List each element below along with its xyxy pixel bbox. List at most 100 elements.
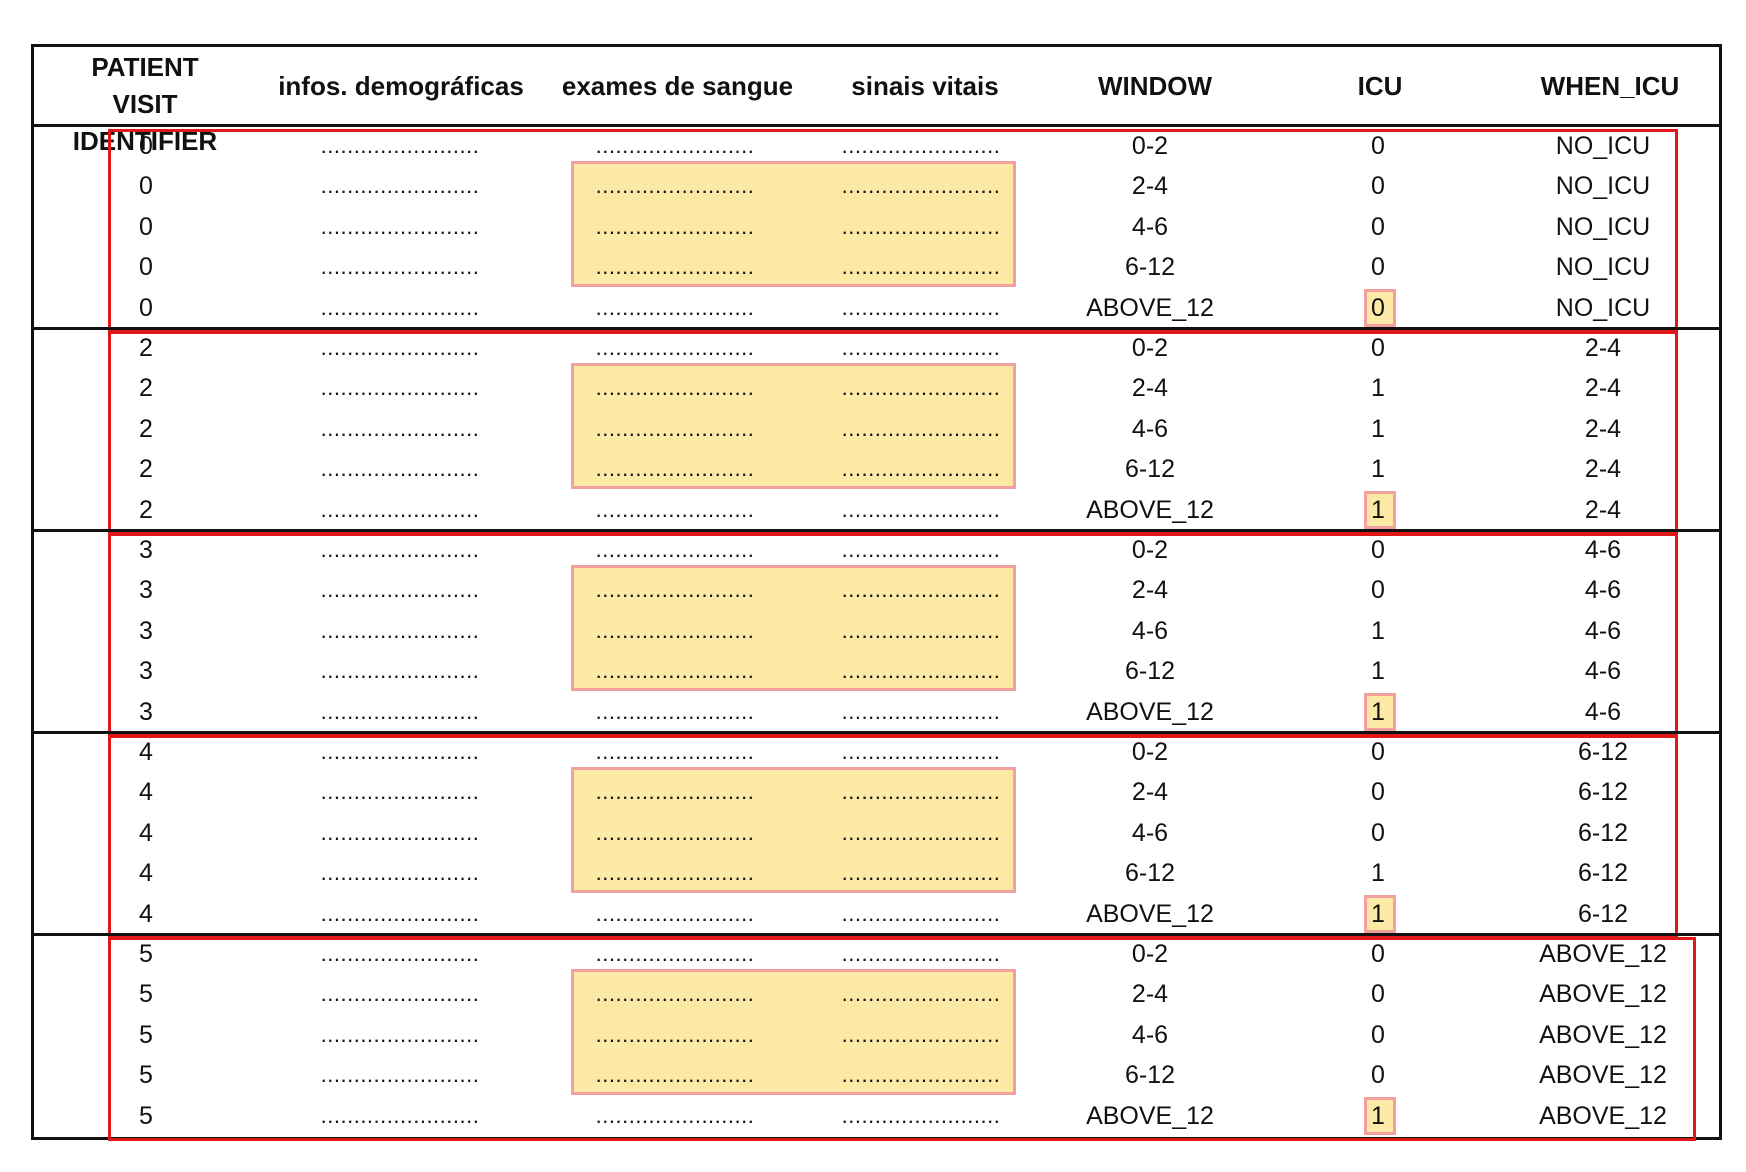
icu-highlight	[1364, 692, 1396, 731]
patient-visit-id-cell: 2	[139, 495, 153, 524]
icu-cell: 0	[1371, 778, 1385, 807]
when-icu-cell: ABOVE_12	[1539, 940, 1667, 968]
demographic-placeholder: ........................	[320, 537, 480, 562]
icu-cell: 1	[1371, 859, 1385, 888]
demographic-placeholder: ........................	[320, 456, 480, 482]
when-icu-cell: 6-12	[1577, 899, 1629, 928]
when-icu-cell: NO_ICU	[1555, 132, 1651, 160]
when-icu-cell: 6-12	[1577, 818, 1629, 847]
when-icu-cell: 2-4	[1584, 495, 1622, 524]
vital-signs-placeholder: ........................	[841, 577, 1001, 603]
icu-highlight	[1364, 1096, 1396, 1135]
icu-cell: 0	[1371, 293, 1385, 322]
demographic-placeholder: ........................	[320, 698, 480, 724]
patient-visit-id-cell: 4	[139, 738, 153, 766]
patient-visit-id-cell: 4	[139, 818, 153, 847]
blood-tests-placeholder: ........................	[595, 537, 755, 562]
patient-visit-id-cell: 3	[139, 536, 153, 564]
demographic-placeholder: ........................	[320, 617, 480, 643]
header-divider	[31, 124, 1722, 127]
icu-cell: 0	[1371, 940, 1385, 968]
header-vital-signs: sinais vitais	[851, 71, 999, 101]
window-cell: 0-2	[1131, 940, 1169, 968]
patient-visit-id-cell: 0	[139, 132, 153, 160]
demographic-placeholder: ........................	[320, 577, 480, 603]
icu-cell: 0	[1371, 334, 1385, 362]
demographic-placeholder: ........................	[320, 133, 480, 158]
vital-signs-placeholder: ........................	[841, 415, 1001, 441]
when-icu-cell: ABOVE_12	[1539, 1020, 1667, 1049]
vital-signs-placeholder: ........................	[841, 537, 1001, 562]
window-cell: 6-12	[1124, 1061, 1176, 1090]
highlight-band	[571, 161, 1016, 287]
blood-tests-placeholder: ........................	[595, 173, 755, 199]
demographic-placeholder: ........................	[320, 658, 480, 684]
blood-tests-placeholder: ........................	[595, 254, 755, 280]
vital-signs-placeholder: ........................	[841, 1062, 1001, 1088]
highlight-band	[571, 767, 1016, 893]
demographic-placeholder: ........................	[320, 779, 480, 805]
when-icu-cell: 4-6	[1584, 576, 1622, 605]
group-outline	[108, 129, 1678, 333]
highlight-band	[571, 565, 1016, 691]
demographic-placeholder: ........................	[320, 819, 480, 845]
group-divider	[31, 327, 1722, 330]
patient-visit-id-cell: 5	[139, 940, 153, 968]
blood-tests-placeholder: ........................	[595, 900, 755, 926]
vital-signs-placeholder: ........................	[841, 254, 1001, 280]
icu-cell: 1	[1371, 616, 1385, 645]
window-cell: 0-2	[1131, 334, 1169, 362]
icu-cell: 1	[1371, 657, 1385, 686]
blood-tests-placeholder: ........................	[595, 294, 755, 320]
icu-cell: 0	[1371, 536, 1385, 564]
blood-tests-placeholder: ........................	[595, 1102, 755, 1128]
header-icu: ICU	[1357, 71, 1403, 101]
when-icu-cell: 4-6	[1584, 536, 1622, 564]
demographic-placeholder: ........................	[320, 294, 480, 320]
patient-visit-id-cell: 3	[139, 576, 153, 605]
icu-cell: 0	[1371, 738, 1385, 766]
blood-tests-placeholder: ........................	[595, 456, 755, 482]
window-cell: 6-12	[1124, 253, 1176, 282]
patient-visit-id-cell: 5	[139, 1020, 153, 1049]
vital-signs-placeholder: ........................	[841, 860, 1001, 886]
patient-visit-id-cell: 2	[139, 374, 153, 403]
vital-signs-placeholder: ........................	[841, 294, 1001, 320]
window-cell: 2-4	[1131, 778, 1169, 807]
blood-tests-placeholder: ........................	[595, 779, 755, 805]
demographic-placeholder: ........................	[320, 1062, 480, 1088]
when-icu-cell: 6-12	[1577, 859, 1629, 888]
when-icu-cell: 2-4	[1584, 374, 1622, 403]
patient-visit-id-cell: 3	[139, 697, 153, 726]
patient-visit-id-cell: 0	[139, 212, 153, 241]
icu-cell: 1	[1371, 455, 1385, 484]
when-icu-cell: NO_ICU	[1555, 293, 1651, 322]
window-cell: 0-2	[1131, 132, 1169, 160]
blood-tests-placeholder: ........................	[595, 375, 755, 401]
demographic-placeholder: ........................	[320, 981, 480, 1007]
header-blood-tests: exames de sangue	[561, 71, 794, 101]
demographic-placeholder: ........................	[320, 213, 480, 239]
window-cell: 4-6	[1131, 1020, 1169, 1049]
vital-signs-placeholder: ........................	[841, 173, 1001, 199]
blood-tests-placeholder: ........................	[595, 617, 755, 643]
window-cell: 4-6	[1131, 414, 1169, 443]
icu-highlight	[1364, 288, 1396, 327]
demographic-placeholder: ........................	[320, 900, 480, 926]
vital-signs-placeholder: ........................	[841, 1021, 1001, 1047]
patient-visit-id-cell: 2	[139, 334, 153, 362]
patient-visit-id-cell: 5	[139, 980, 153, 1009]
when-icu-cell: 6-12	[1577, 778, 1629, 807]
vital-signs-placeholder: ........................	[841, 779, 1001, 805]
vital-signs-placeholder: ........................	[841, 981, 1001, 1007]
demographic-placeholder: ........................	[320, 173, 480, 199]
window-cell: 2-4	[1131, 374, 1169, 403]
blood-tests-placeholder: ........................	[595, 496, 755, 522]
blood-tests-placeholder: ........................	[595, 213, 755, 239]
blood-tests-placeholder: ........................	[595, 415, 755, 441]
vital-signs-placeholder: ........................	[841, 496, 1001, 522]
group-divider	[31, 933, 1722, 936]
vital-signs-placeholder: ........................	[841, 213, 1001, 239]
demographic-placeholder: ........................	[320, 739, 480, 764]
